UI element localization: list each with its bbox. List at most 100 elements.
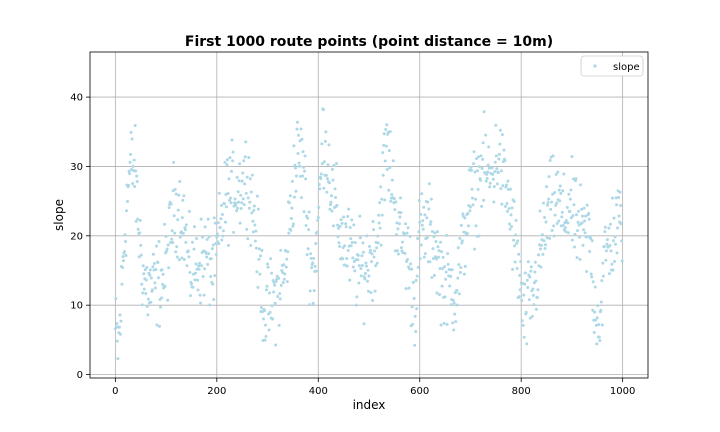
data-point <box>527 298 531 302</box>
data-point <box>361 250 365 254</box>
data-point <box>156 261 160 265</box>
data-point <box>195 236 199 240</box>
data-point <box>620 239 624 243</box>
data-point <box>200 264 204 268</box>
data-point <box>546 201 550 205</box>
data-point <box>564 230 568 234</box>
data-point <box>610 262 614 266</box>
data-point <box>238 162 242 166</box>
data-point <box>520 299 524 303</box>
data-point <box>456 246 460 250</box>
data-point <box>171 240 175 244</box>
data-point <box>352 223 356 227</box>
data-point <box>167 266 171 270</box>
data-point <box>588 250 592 253</box>
data-point <box>120 282 124 286</box>
data-point <box>124 240 128 244</box>
data-point <box>439 323 443 327</box>
data-point <box>587 211 591 215</box>
data-point <box>134 169 138 173</box>
data-point <box>161 272 165 276</box>
data-point <box>198 293 202 297</box>
data-point <box>264 334 268 338</box>
data-point <box>314 241 318 245</box>
data-point <box>178 180 182 184</box>
data-point <box>135 180 139 184</box>
data-point <box>196 288 200 292</box>
data-point <box>418 220 422 224</box>
data-point <box>559 191 563 195</box>
data-point <box>131 182 135 186</box>
data-point <box>194 271 198 275</box>
data-point <box>374 264 378 268</box>
legend-box <box>580 55 644 77</box>
data-point <box>507 207 511 211</box>
data-point <box>552 234 556 238</box>
data-point <box>350 240 354 244</box>
data-point <box>375 246 379 250</box>
data-point <box>546 203 550 207</box>
data-point <box>268 310 272 314</box>
data-point <box>244 191 248 195</box>
data-point <box>227 177 231 181</box>
data-point <box>241 171 245 175</box>
data-point <box>468 209 472 213</box>
data-point <box>294 174 298 178</box>
data-point <box>139 253 143 257</box>
data-point <box>470 196 474 200</box>
data-point <box>458 236 462 240</box>
data-point <box>534 307 538 311</box>
data-point <box>273 301 277 305</box>
data-point <box>601 261 605 265</box>
data-point <box>221 229 225 233</box>
data-point <box>593 310 597 314</box>
data-point <box>493 160 497 164</box>
data-point <box>344 222 348 226</box>
data-point <box>331 224 335 228</box>
data-point <box>575 256 579 260</box>
data-point <box>415 307 419 311</box>
data-point <box>220 238 224 242</box>
data-point <box>129 130 133 134</box>
data-point <box>388 166 392 170</box>
data-point <box>225 158 229 162</box>
data-point <box>619 222 623 226</box>
data-point <box>371 219 375 223</box>
data-point <box>180 256 184 260</box>
data-point <box>143 268 147 272</box>
data-point <box>255 270 259 274</box>
data-point <box>279 248 283 252</box>
data-point <box>145 304 149 308</box>
data-point <box>477 155 481 159</box>
data-point <box>311 261 315 265</box>
data-point <box>594 318 598 322</box>
data-point <box>290 206 294 210</box>
data-point <box>265 284 269 288</box>
data-point <box>499 187 503 191</box>
data-point <box>329 200 333 204</box>
data-point <box>618 190 622 194</box>
data-point <box>495 167 499 171</box>
data-point <box>166 243 170 247</box>
data-point <box>529 265 533 269</box>
data-point <box>266 265 270 269</box>
data-point <box>468 205 472 209</box>
data-point <box>496 171 500 175</box>
data-point <box>412 280 416 284</box>
data-point <box>206 217 210 221</box>
data-point <box>600 279 604 283</box>
data-point <box>249 190 253 194</box>
data-point <box>526 260 530 264</box>
data-point <box>365 279 369 283</box>
data-point <box>346 248 350 252</box>
data-point <box>510 206 514 210</box>
data-point <box>429 197 433 201</box>
data-point <box>193 278 197 282</box>
data-point <box>523 282 527 286</box>
data-point <box>250 173 254 177</box>
data-point <box>420 223 424 227</box>
data-point <box>548 159 552 162</box>
data-point <box>460 239 464 243</box>
data-point <box>362 322 366 326</box>
data-point <box>515 267 519 271</box>
